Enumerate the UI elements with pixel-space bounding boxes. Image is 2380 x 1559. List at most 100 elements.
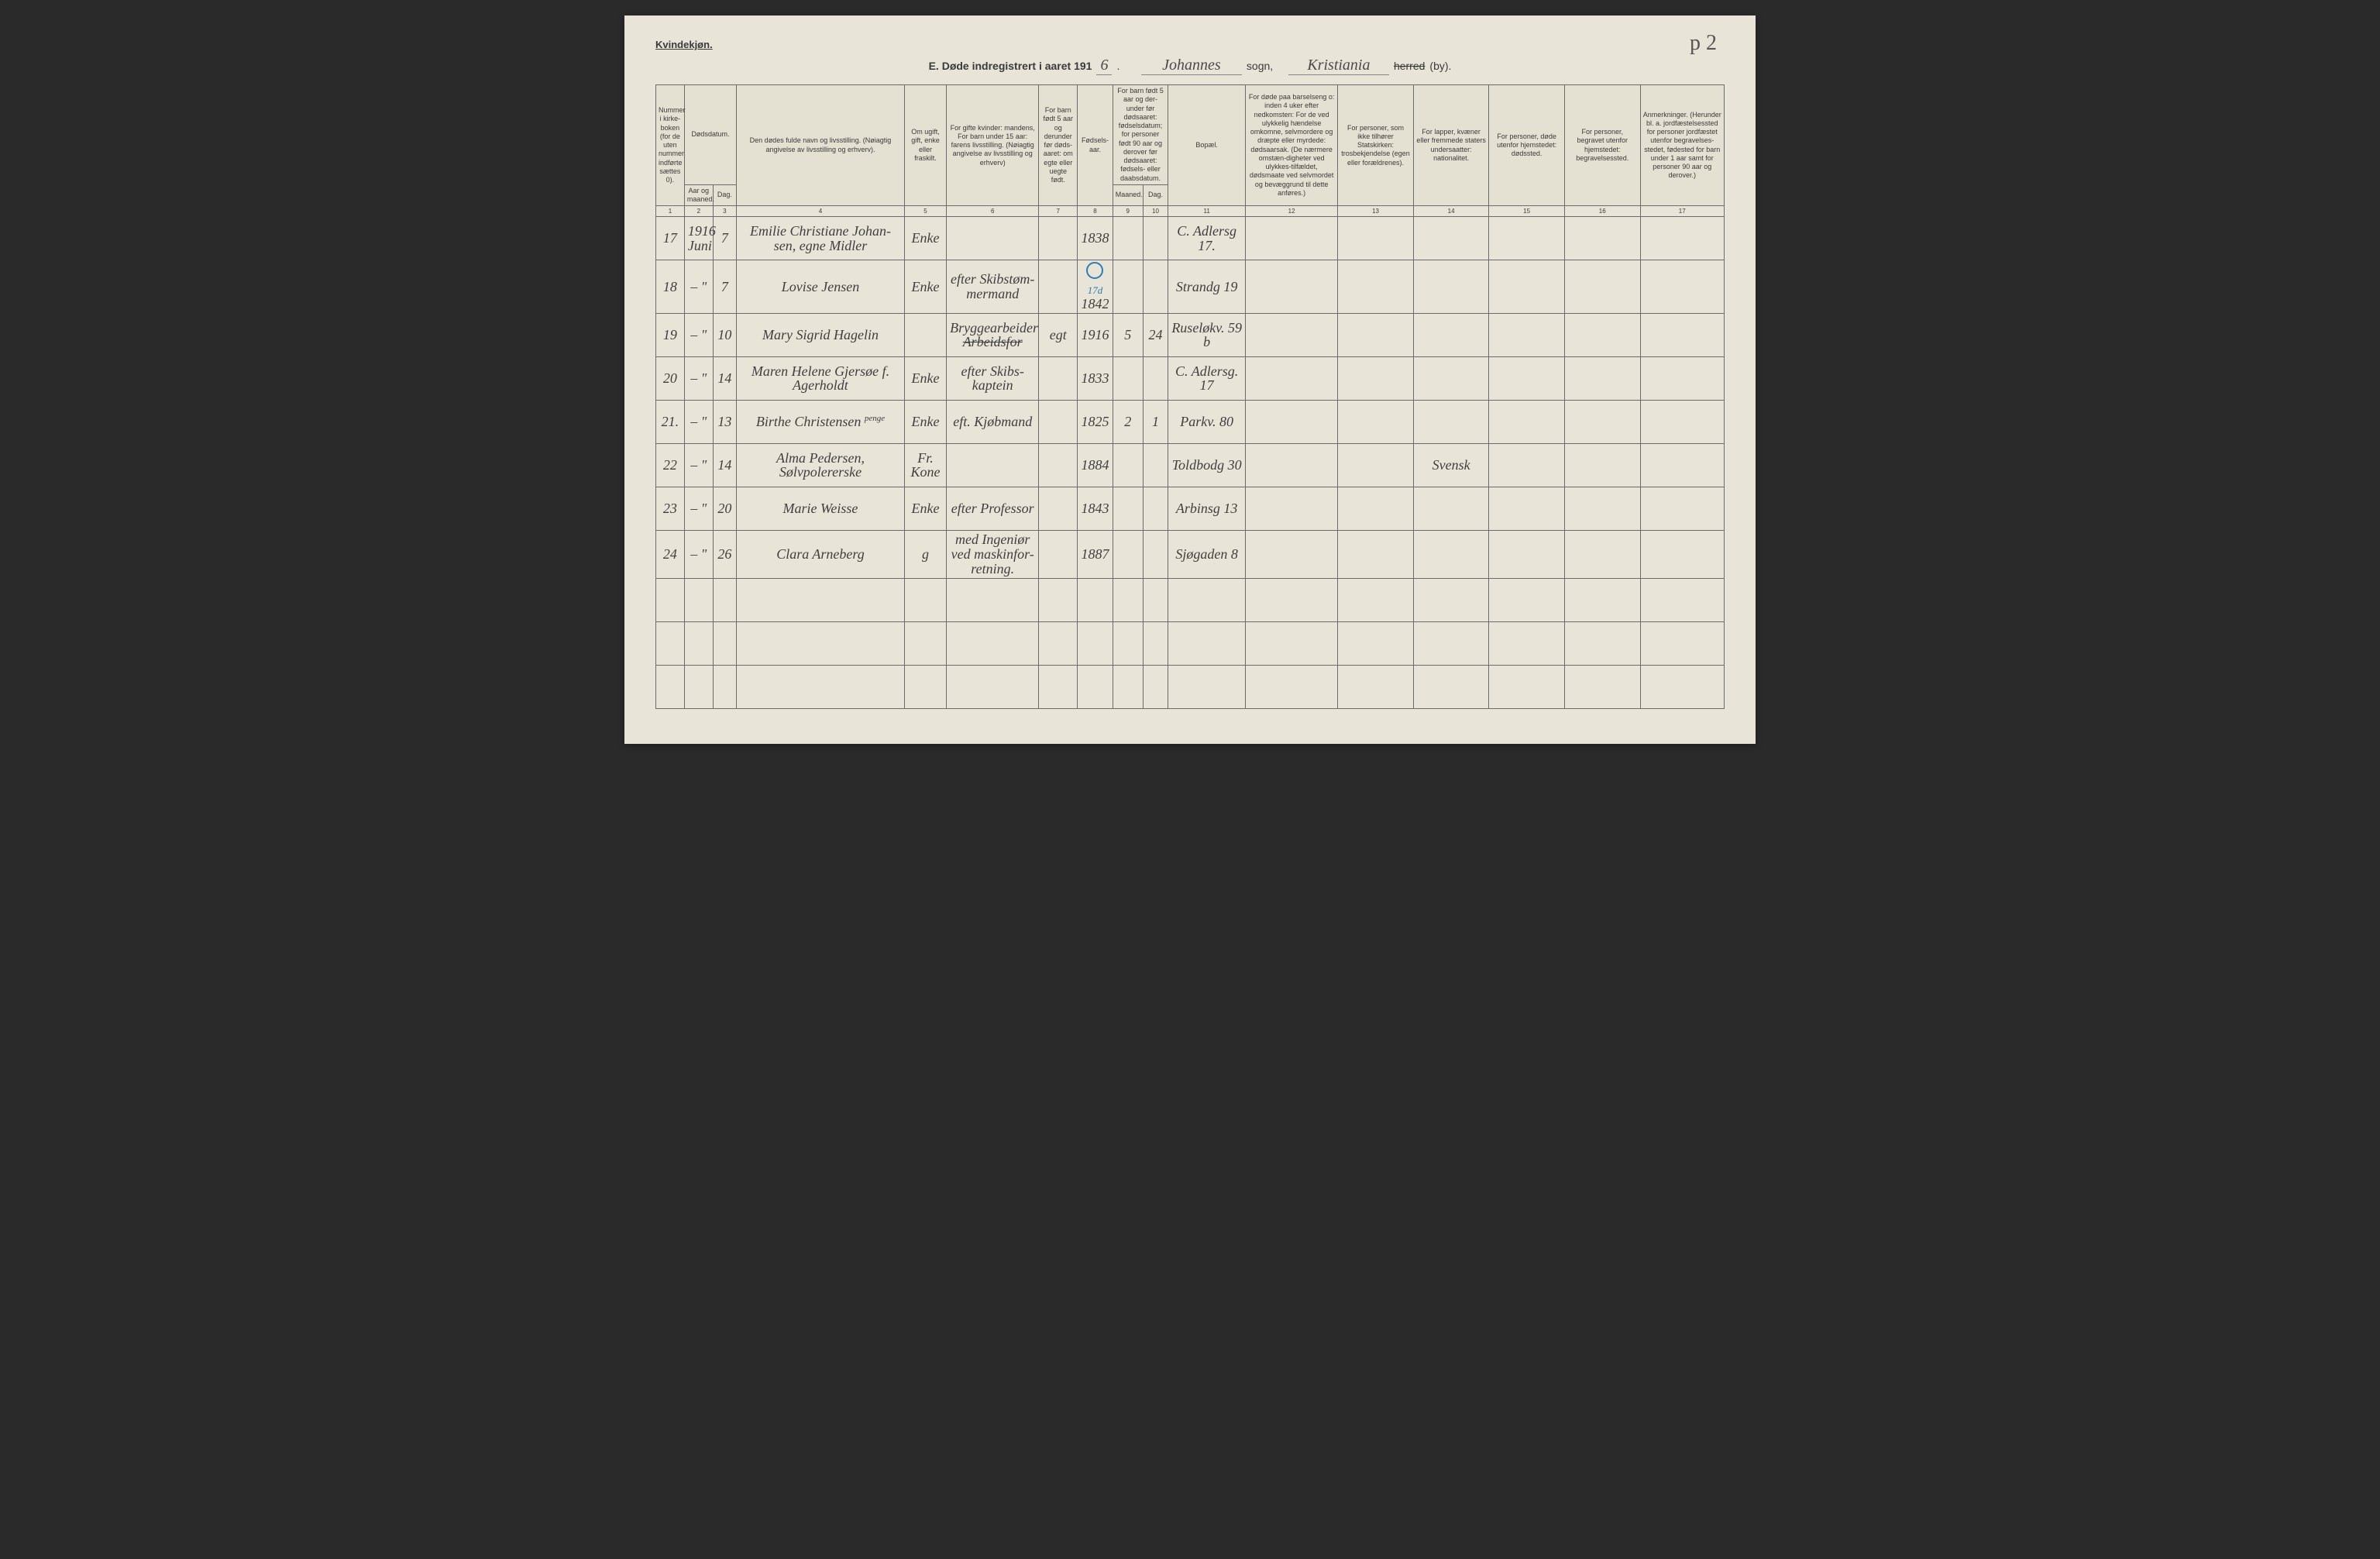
cell-num: 20 bbox=[656, 356, 685, 400]
cell-birth: 1887 bbox=[1078, 530, 1113, 578]
cell-child bbox=[1039, 530, 1078, 578]
cell-day: 7 bbox=[713, 260, 736, 314]
cell-name: Mary Sigrid Hagelin bbox=[737, 313, 905, 356]
column-number: 1 bbox=[656, 206, 685, 217]
cell-empty bbox=[1338, 621, 1414, 665]
cell-empty bbox=[737, 621, 905, 665]
cell-num: 24 bbox=[656, 530, 685, 578]
title-sogn-value: Johannes bbox=[1141, 57, 1242, 75]
cell-empty bbox=[1489, 621, 1565, 665]
col-header-7: For barn født 5 aar og derunder før døds… bbox=[1039, 85, 1078, 206]
title-herred-suffix: (by). bbox=[1429, 60, 1451, 72]
cell-nation bbox=[1413, 260, 1489, 314]
cell-empty bbox=[1113, 665, 1143, 708]
cell-empty bbox=[1143, 621, 1168, 665]
column-number: 17 bbox=[1640, 206, 1725, 217]
cell-name: Birthe Christensen penge bbox=[737, 400, 905, 443]
cell-empty bbox=[947, 665, 1039, 708]
cell-spouse: efter Skibstøm-mermand bbox=[947, 260, 1039, 314]
cell-burial bbox=[1564, 260, 1640, 314]
col-header-4: Den dødes fulde navn og livsstilling. (N… bbox=[737, 85, 905, 206]
cell-empty bbox=[1143, 578, 1168, 621]
cell-empty bbox=[1039, 621, 1078, 665]
cell-cause bbox=[1246, 260, 1338, 314]
cell-yr: – " bbox=[684, 260, 713, 314]
cell-marital: Enke bbox=[904, 400, 946, 443]
col-header-2a: Dødsdatum. bbox=[684, 85, 736, 185]
cell-empty bbox=[1640, 621, 1725, 665]
cell-num: 23 bbox=[656, 487, 685, 530]
cell-empty bbox=[737, 578, 905, 621]
cell-cause bbox=[1246, 530, 1338, 578]
cell-res: Ruseløkv. 59 b bbox=[1168, 313, 1246, 356]
cell-birth: 1843 bbox=[1078, 487, 1113, 530]
column-number-row: 1234567891011121314151617 bbox=[656, 206, 1725, 217]
column-number: 12 bbox=[1246, 206, 1338, 217]
cell-child bbox=[1039, 260, 1078, 314]
column-number: 13 bbox=[1338, 206, 1414, 217]
column-number: 6 bbox=[947, 206, 1039, 217]
cell-notes bbox=[1640, 530, 1725, 578]
cell-name: Clara Arneberg bbox=[737, 530, 905, 578]
cell-church bbox=[1338, 487, 1414, 530]
cell-church bbox=[1338, 356, 1414, 400]
cell-church bbox=[1338, 260, 1414, 314]
cell-cause bbox=[1246, 356, 1338, 400]
cell-dplace bbox=[1489, 443, 1565, 487]
cell-empty bbox=[1246, 665, 1338, 708]
cell-burial bbox=[1564, 487, 1640, 530]
cell-birth: 1833 bbox=[1078, 356, 1113, 400]
cell-nation bbox=[1413, 217, 1489, 260]
column-number: 5 bbox=[904, 206, 946, 217]
cell-empty bbox=[656, 621, 685, 665]
column-number: 8 bbox=[1078, 206, 1113, 217]
column-number: 14 bbox=[1413, 206, 1489, 217]
cell-dplace bbox=[1489, 530, 1565, 578]
cell-mn bbox=[1113, 443, 1143, 487]
cell-name: Emilie Christiane Johan-sen, egne Midler bbox=[737, 217, 905, 260]
table-header: Nummer i kirke-boken (for de uten nummer… bbox=[656, 85, 1725, 217]
column-number: 16 bbox=[1564, 206, 1640, 217]
cell-spouse: eft. Kjøbmand bbox=[947, 400, 1039, 443]
cell-spouse bbox=[947, 443, 1039, 487]
cell-dg bbox=[1143, 443, 1168, 487]
cell-empty bbox=[1039, 578, 1078, 621]
cell-nation bbox=[1413, 487, 1489, 530]
cell-empty bbox=[947, 621, 1039, 665]
cell-empty bbox=[1564, 665, 1640, 708]
cell-dg bbox=[1143, 356, 1168, 400]
cell-empty bbox=[1113, 621, 1143, 665]
cell-spouse: efter Skibs-kaptein bbox=[947, 356, 1039, 400]
column-number: 2 bbox=[684, 206, 713, 217]
cell-dg bbox=[1143, 260, 1168, 314]
table-row-empty bbox=[656, 621, 1725, 665]
cell-child: egt bbox=[1039, 313, 1078, 356]
col-header-5: Om ugift, gift, enke eller fraskilt. bbox=[904, 85, 946, 206]
cell-dplace bbox=[1489, 400, 1565, 443]
cell-dplace bbox=[1489, 313, 1565, 356]
cell-day: 26 bbox=[713, 530, 736, 578]
cell-empty bbox=[656, 578, 685, 621]
cell-birth: 17d1842 bbox=[1078, 260, 1113, 314]
cell-spouse: BryggearbeiderArbeidsfor bbox=[947, 313, 1039, 356]
cell-mn: 2 bbox=[1113, 400, 1143, 443]
cell-res: Sjøgaden 8 bbox=[1168, 530, 1246, 578]
col-header-11: Bopæl. bbox=[1168, 85, 1246, 206]
cell-empty bbox=[1338, 578, 1414, 621]
ledger-page: p 2 Kvindekjøn. E. Døde indregistrert i … bbox=[624, 15, 1756, 744]
cell-notes bbox=[1640, 487, 1725, 530]
cell-name: Marie Weisse bbox=[737, 487, 905, 530]
cell-notes bbox=[1640, 400, 1725, 443]
cell-dplace bbox=[1489, 260, 1565, 314]
cell-marital: Enke bbox=[904, 217, 946, 260]
column-number: 15 bbox=[1489, 206, 1565, 217]
col-header-1: Nummer i kirke-boken (for de uten nummer… bbox=[656, 85, 685, 206]
cell-empty bbox=[713, 665, 736, 708]
cell-notes bbox=[1640, 260, 1725, 314]
table-row: 19– "10Mary Sigrid HagelinBryggearbeider… bbox=[656, 313, 1725, 356]
ledger-table: Nummer i kirke-boken (for de uten nummer… bbox=[655, 84, 1725, 709]
cell-child bbox=[1039, 487, 1078, 530]
cell-empty bbox=[1168, 665, 1246, 708]
cell-day: 14 bbox=[713, 356, 736, 400]
cell-res: C. Adlersg. 17 bbox=[1168, 356, 1246, 400]
